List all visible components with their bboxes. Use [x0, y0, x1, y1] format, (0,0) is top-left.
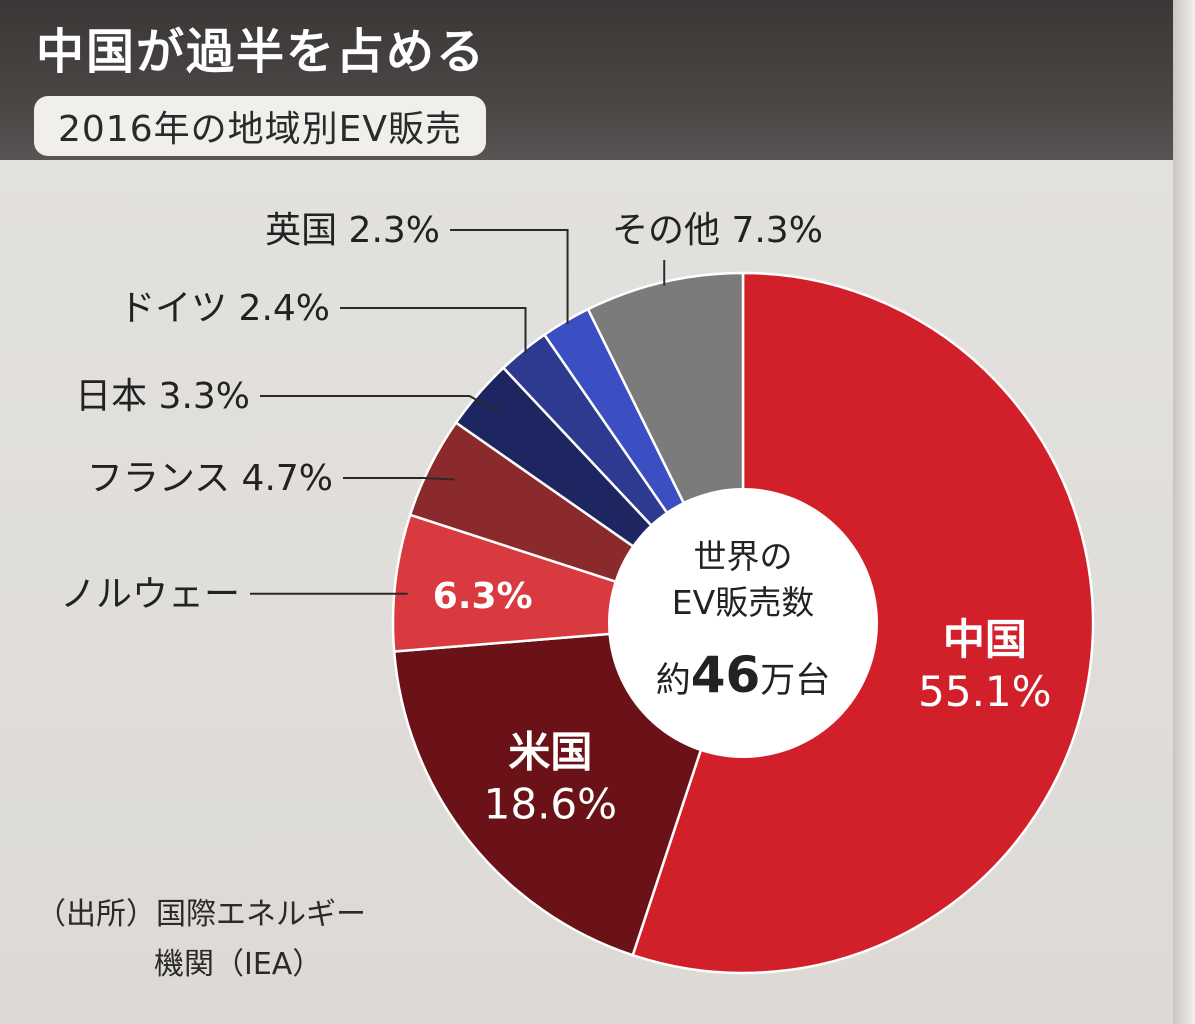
slice-value-label: 55.1%	[918, 667, 1051, 716]
source-line-2: 機関（IEA）	[154, 947, 323, 982]
slice-name-label: ノルウェー	[60, 574, 240, 615]
center-total: 約46万台	[656, 646, 831, 704]
donut-hole	[608, 488, 878, 758]
center-total-suffix: 万台	[760, 661, 830, 701]
leader-line	[450, 229, 569, 325]
slice-value-label: 6.3%	[433, 576, 533, 617]
center-total-prefix: 約	[656, 661, 691, 701]
center-total-value: 46	[691, 646, 761, 704]
leader-line-group	[250, 229, 666, 595]
slice-outside-label: 日本 3.3%	[75, 376, 250, 417]
center-line-1: 世界の	[694, 537, 793, 576]
chart-title: 中国が過半を占める	[36, 24, 487, 80]
source-note: （出所）国際エネルギー 機関（IEA）	[36, 890, 366, 990]
slice-name-label: 中国	[943, 615, 1027, 664]
slice-outside-label: その他 7.3%	[612, 210, 823, 251]
slice-outside-label: ドイツ 2.4%	[119, 288, 330, 329]
slice-outside-label: 英国 2.3%	[265, 210, 440, 251]
leader-line	[343, 477, 455, 481]
center-label: 世界の EV販売数 約46万台	[656, 537, 831, 704]
slice-value-label: 18.6%	[484, 779, 617, 828]
slice-outside-label: フランス 4.7%	[87, 458, 333, 499]
slice-name-label: 米国	[508, 727, 592, 776]
source-line-1: （出所）国際エネルギー	[36, 897, 366, 932]
leader-line	[260, 395, 500, 414]
chart-subtitle: 2016年の地域別EV販売	[34, 96, 486, 156]
page-edge	[1173, 0, 1195, 1024]
leader-line	[340, 307, 527, 354]
center-line-2: EV販売数	[672, 583, 814, 622]
